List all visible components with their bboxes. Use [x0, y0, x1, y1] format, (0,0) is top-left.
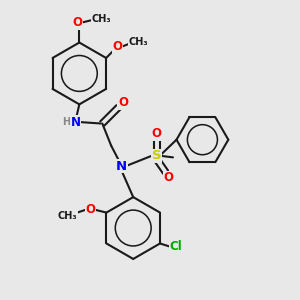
Text: CH₃: CH₃: [58, 211, 77, 221]
Text: O: O: [164, 172, 173, 184]
Text: O: O: [118, 96, 128, 110]
Text: N: N: [71, 116, 81, 128]
Text: O: O: [152, 127, 162, 140]
Text: CH₃: CH₃: [92, 14, 111, 24]
Text: O: O: [112, 40, 122, 53]
Text: H: H: [62, 117, 70, 127]
Text: O: O: [85, 203, 95, 216]
Text: N: N: [116, 160, 127, 173]
Text: CH₃: CH₃: [129, 38, 148, 47]
Text: S: S: [152, 149, 162, 162]
Text: O: O: [73, 16, 83, 29]
Text: Cl: Cl: [170, 240, 183, 253]
